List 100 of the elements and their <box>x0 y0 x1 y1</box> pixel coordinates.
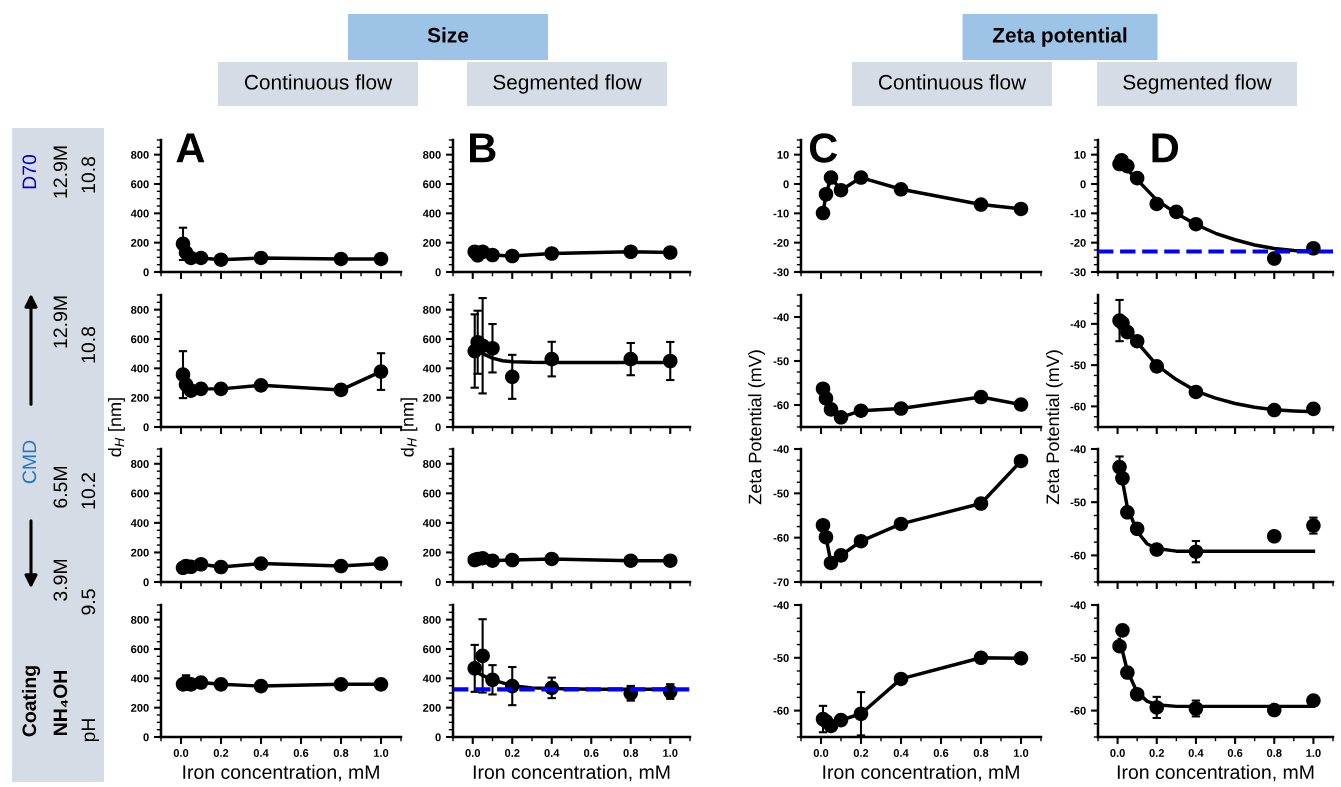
y-tick-label: 800 <box>131 460 149 468</box>
text: CMD <box>22 440 37 484</box>
y-tick-label: 0 <box>143 268 149 277</box>
text: D70 <box>22 154 37 189</box>
y-tick-label: -70 <box>773 578 789 587</box>
chart-title: B <box>470 133 496 163</box>
y-tick-label: -10 <box>1070 209 1086 218</box>
y-tick-label: 800 <box>423 305 441 314</box>
y-tick-label: -60 <box>1070 402 1086 411</box>
x-tick-label: 0.6 <box>933 749 949 757</box>
y-tick-label: 400 <box>130 519 149 528</box>
y-tick-label: 0 <box>435 733 441 742</box>
x-tick-label: 1.0 <box>1013 749 1029 757</box>
x-tick-label: 1.0 <box>663 749 678 757</box>
y-axis-title: Zeta Potential (mV) <box>748 350 765 505</box>
x-tick-label: 0.4 <box>1188 749 1204 757</box>
y-tick-label: -50 <box>773 357 789 366</box>
chart-title: C <box>809 133 838 163</box>
y-tick-label: -40 <box>1070 601 1086 610</box>
y-tick-label: -60 <box>1070 551 1086 560</box>
y-axis-title: Zeta Potential (mV) <box>1045 350 1063 505</box>
text: Zeta potential <box>992 27 1127 47</box>
y-tick-label: -50 <box>1070 361 1086 370</box>
y-tick-label: 0 <box>435 423 441 432</box>
y-tick-label: 600 <box>131 180 149 189</box>
y-tick-label: 800 <box>423 460 441 468</box>
text: Segmented flow <box>1123 74 1272 94</box>
y-tick-label: 600 <box>131 489 149 498</box>
x-tick-label: 0.2 <box>1149 749 1165 757</box>
x-tick-label: 0.6 <box>293 749 309 757</box>
y-tick-label: 400 <box>422 519 441 528</box>
text: Continuous flow <box>878 74 1027 90</box>
y-tick-label: -40 <box>773 445 789 454</box>
y-tick-label: 800 <box>423 150 441 159</box>
text: 9.5 <box>81 589 96 615</box>
y-axis-title: d$_{H}$ [nm] <box>400 398 418 457</box>
x-tick-label: 0.0 <box>173 749 189 757</box>
y-tick-label: 400 <box>422 674 441 683</box>
x-tick-label: 0.2 <box>504 749 520 757</box>
y-tick-label: 800 <box>131 615 149 624</box>
y-tick-label: -50 <box>1070 654 1086 662</box>
y-tick-label: 200 <box>131 548 149 557</box>
text: NH₄OH <box>53 671 68 735</box>
x-tick-label: 0.6 <box>1227 749 1243 757</box>
y-tick-label: 200 <box>423 393 441 402</box>
text: 10.2 <box>81 473 96 509</box>
y-tick-label: 800 <box>423 615 441 624</box>
text: Segmented flow <box>493 74 642 94</box>
y-tick-label: 800 <box>131 305 149 314</box>
y-tick-label: 200 <box>131 703 149 712</box>
text: 10.8 <box>81 156 96 193</box>
x-tick-label: 0.8 <box>333 749 349 757</box>
x-tick-label: 0.8 <box>973 749 989 757</box>
x-tick-label: 0.8 <box>623 749 639 757</box>
y-tick-label: 200 <box>131 238 149 247</box>
y-tick-label: 400 <box>422 209 441 218</box>
y-tick-label: 0 <box>143 733 149 742</box>
text: 6.5M <box>53 466 68 508</box>
x-tick-label: 0.4 <box>893 749 909 757</box>
y-tick-label: -40 <box>1070 320 1086 329</box>
y-tick-label: -50 <box>773 654 789 662</box>
x-tick-label: 0.2 <box>213 749 229 757</box>
y-tick-label: 600 <box>423 645 441 654</box>
y-tick-label: -40 <box>773 313 789 322</box>
y-tick-label: 600 <box>423 180 441 189</box>
y-tick-label: -40 <box>1070 445 1086 454</box>
y-tick-label: -60 <box>773 706 789 715</box>
x-tick-label: 0.6 <box>583 749 599 757</box>
text: 3.9M <box>53 559 68 601</box>
y-tick-label: 0 <box>143 423 149 432</box>
x-axis-title: Iron concentration, mM <box>183 764 379 782</box>
text: pH <box>81 719 100 742</box>
x-tick-label: 1.0 <box>1306 749 1321 757</box>
x-tick-label: 0.0 <box>1110 749 1125 757</box>
text: 12.9M <box>53 146 68 198</box>
y-tick-label: 600 <box>423 489 441 498</box>
y-tick-label: 0 <box>1080 180 1086 189</box>
x-axis-title: Iron concentration, mM <box>1117 764 1314 782</box>
y-tick-label: 400 <box>422 364 441 373</box>
y-tick-label: 200 <box>131 393 149 402</box>
y-tick-label: 600 <box>423 335 441 344</box>
y-tick-label: 0 <box>783 180 789 189</box>
text: Continuous flow <box>244 74 393 90</box>
x-axis-title: Iron concentration, mM <box>823 764 1019 782</box>
y-tick-label: -30 <box>773 268 789 277</box>
chart-title: D <box>1152 133 1179 163</box>
y-tick-label: 0 <box>435 268 441 277</box>
y-tick-label: -20 <box>773 238 789 247</box>
y-tick-label: -50 <box>773 489 789 498</box>
y-tick-label: -50 <box>1070 498 1086 507</box>
text: Coating <box>21 666 41 737</box>
y-tick-label: 0 <box>143 578 149 587</box>
x-tick-label: 1.0 <box>373 749 389 757</box>
text: Size <box>427 27 469 43</box>
y-tick-label: 600 <box>131 335 149 344</box>
text: 12.9M <box>53 296 68 348</box>
y-tick-label: 200 <box>423 548 441 557</box>
y-tick-label: -60 <box>773 401 789 410</box>
text: 10.8 <box>81 326 96 363</box>
y-tick-label: 400 <box>130 364 149 373</box>
